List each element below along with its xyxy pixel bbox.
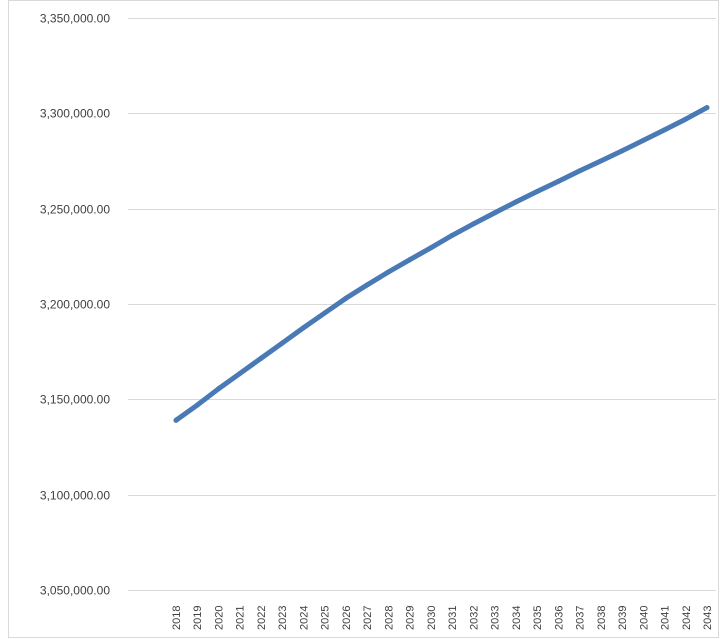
x-tick-label: 2031 <box>447 606 459 630</box>
data-point <box>534 189 540 194</box>
x-tick-label: 2039 <box>617 606 629 630</box>
data-point <box>704 105 710 111</box>
x-tick-label: 2021 <box>235 606 247 630</box>
data-point <box>492 210 498 216</box>
gridlines <box>128 18 716 591</box>
series-layer <box>173 105 710 423</box>
x-tick-label: 2038 <box>596 606 608 630</box>
x-tick-label: 2025 <box>320 606 332 630</box>
chart-frame-border <box>8 0 719 638</box>
data-point <box>619 148 625 154</box>
y-tick-label: 3,200,000.00 <box>40 298 110 312</box>
data-point <box>407 257 413 263</box>
x-tick-label: 2034 <box>511 606 523 630</box>
x-tick-label: 2028 <box>383 606 395 630</box>
data-point <box>513 199 519 205</box>
data-point <box>364 282 370 288</box>
data-point <box>300 325 306 331</box>
x-tick-label: 2020 <box>213 606 225 630</box>
data-point <box>173 417 179 423</box>
data-point <box>237 371 243 377</box>
data-point <box>683 116 689 122</box>
x-tick-label: 2027 <box>362 606 374 630</box>
y-tick-label: 3,150,000.00 <box>40 393 110 407</box>
x-axis-labels: 2018 2019 2020 2021 2022 2023 2024 2025 2026 2027… <box>171 606 714 630</box>
x-tick-label: 2024 <box>298 606 310 630</box>
x-tick-label: 2035 <box>532 606 544 630</box>
y-axis-labels: 3,050,000.00 3,100,000.00 3,150,000.00 3,20… <box>40 12 110 598</box>
data-point <box>385 269 391 275</box>
data-point <box>598 158 604 164</box>
x-tick-label: 2026 <box>341 606 353 630</box>
x-tick-label: 2032 <box>468 606 480 630</box>
data-point <box>555 178 561 184</box>
x-tick-label: 2036 <box>553 606 565 630</box>
data-point <box>322 310 328 316</box>
x-tick-label: 2042 <box>681 606 693 630</box>
x-tick-label: 2037 <box>575 606 587 630</box>
y-tick-label: 3,300,000.00 <box>40 107 110 121</box>
x-tick-label: 2018 <box>171 606 183 630</box>
data-point <box>279 340 285 346</box>
data-point <box>662 127 667 133</box>
x-tick-label: 2029 <box>405 606 417 630</box>
y-tick-label: 3,250,000.00 <box>40 203 110 217</box>
x-tick-label: 2043 <box>702 606 714 630</box>
y-tick-label: 3,350,000.00 <box>40 12 110 26</box>
data-point <box>640 137 646 143</box>
x-tick-label: 2023 <box>277 606 289 630</box>
data-point <box>449 232 455 238</box>
data-point <box>343 295 349 301</box>
data-point <box>577 168 583 174</box>
y-tick-label: 3,100,000.00 <box>40 489 110 503</box>
x-tick-label: 2041 <box>660 606 672 630</box>
x-tick-label: 2019 <box>192 606 204 630</box>
data-point <box>216 386 221 392</box>
x-tick-label: 2040 <box>638 606 650 630</box>
data-point <box>194 402 200 408</box>
y-tick-label: 3,050,000.00 <box>40 584 110 598</box>
data-point <box>428 245 434 251</box>
data-point <box>470 221 476 227</box>
series-line <box>173 105 710 423</box>
x-tick-label: 2022 <box>256 606 268 630</box>
x-tick-label: 2033 <box>490 606 502 630</box>
data-point <box>258 355 264 361</box>
x-tick-label: 2030 <box>426 606 438 630</box>
